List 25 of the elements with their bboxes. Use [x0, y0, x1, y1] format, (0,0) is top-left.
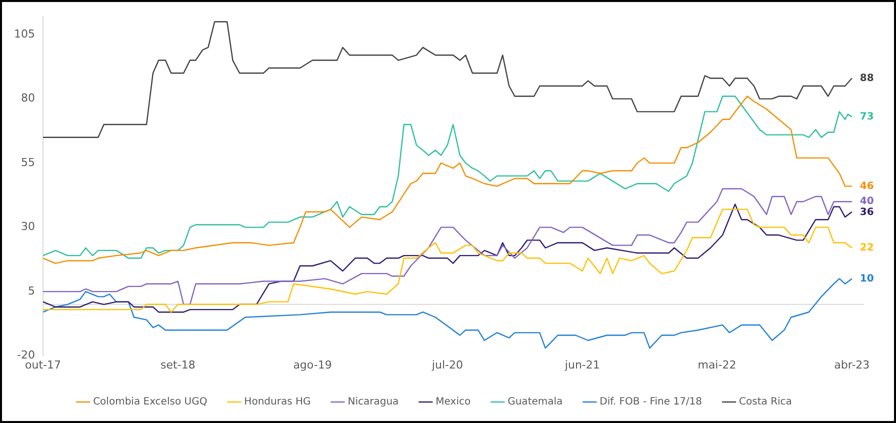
data-label: 46 [860, 180, 874, 192]
legend-label: Honduras HG [244, 396, 311, 408]
data-label: 88 [860, 72, 874, 84]
y-tick-label: 30 [20, 220, 35, 234]
x-tick-label: jun-21 [564, 358, 600, 372]
data-label: 73 [860, 111, 874, 122]
x-tick-label: set-18 [160, 358, 196, 372]
legend-label: Colombia Excelso UGQ [93, 396, 208, 408]
legend-label: Mexico [436, 396, 471, 408]
x-tick-label: abr-23 [834, 358, 870, 372]
y-tick-label: 105 [14, 27, 35, 40]
legend-label: Costa Rica [739, 396, 792, 408]
data-label: 22 [860, 242, 874, 254]
data-label: 36 [860, 207, 874, 218]
data-label: 40 [860, 196, 874, 208]
legend-label: Dif. FOB - Fine 17/18 [600, 396, 702, 408]
x-tick-label: jul-20 [430, 358, 463, 372]
y-tick-label: 5 [28, 284, 35, 298]
legend-label: Guatemala [508, 396, 563, 408]
y-tick-label: 55 [20, 156, 35, 169]
x-tick-label: ago-19 [293, 358, 332, 372]
y-tick-label: 80 [20, 92, 35, 105]
data-label: 10 [860, 273, 874, 284]
x-tick-label: mai-22 [698, 358, 736, 372]
legend-label: Nicaragua [348, 396, 399, 408]
